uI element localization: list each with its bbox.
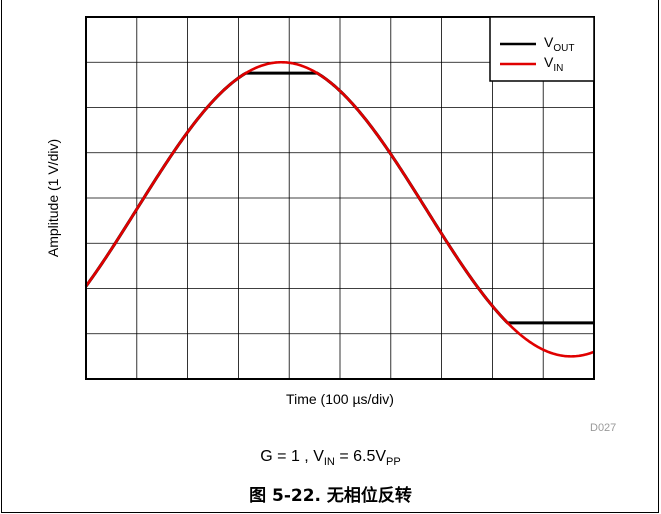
- chart-traces: [84, 60, 595, 358]
- figure-caption: 图 5-22. 无相位反转: [249, 486, 412, 506]
- y-axis-label: Amplitude (1 V/div): [45, 139, 61, 257]
- series-vin-line: [84, 60, 595, 358]
- chart-grid: [86, 17, 594, 379]
- plot-area: [85, 16, 595, 380]
- test-condition: G = 1 , VIN = 6.5VPP: [260, 448, 401, 469]
- legend-box: [489, 16, 595, 82]
- legend: VOUT VIN: [489, 16, 595, 82]
- figure-id: D027: [590, 422, 617, 434]
- chart: VOUT VIN Amplitude (1 V/div) Time (100 µ…: [45, 16, 595, 407]
- legend-label-vin: VIN: [544, 54, 563, 74]
- legend-label-vout: VOUT: [544, 34, 574, 54]
- x-axis-label: Time (100 µs/div): [286, 391, 394, 407]
